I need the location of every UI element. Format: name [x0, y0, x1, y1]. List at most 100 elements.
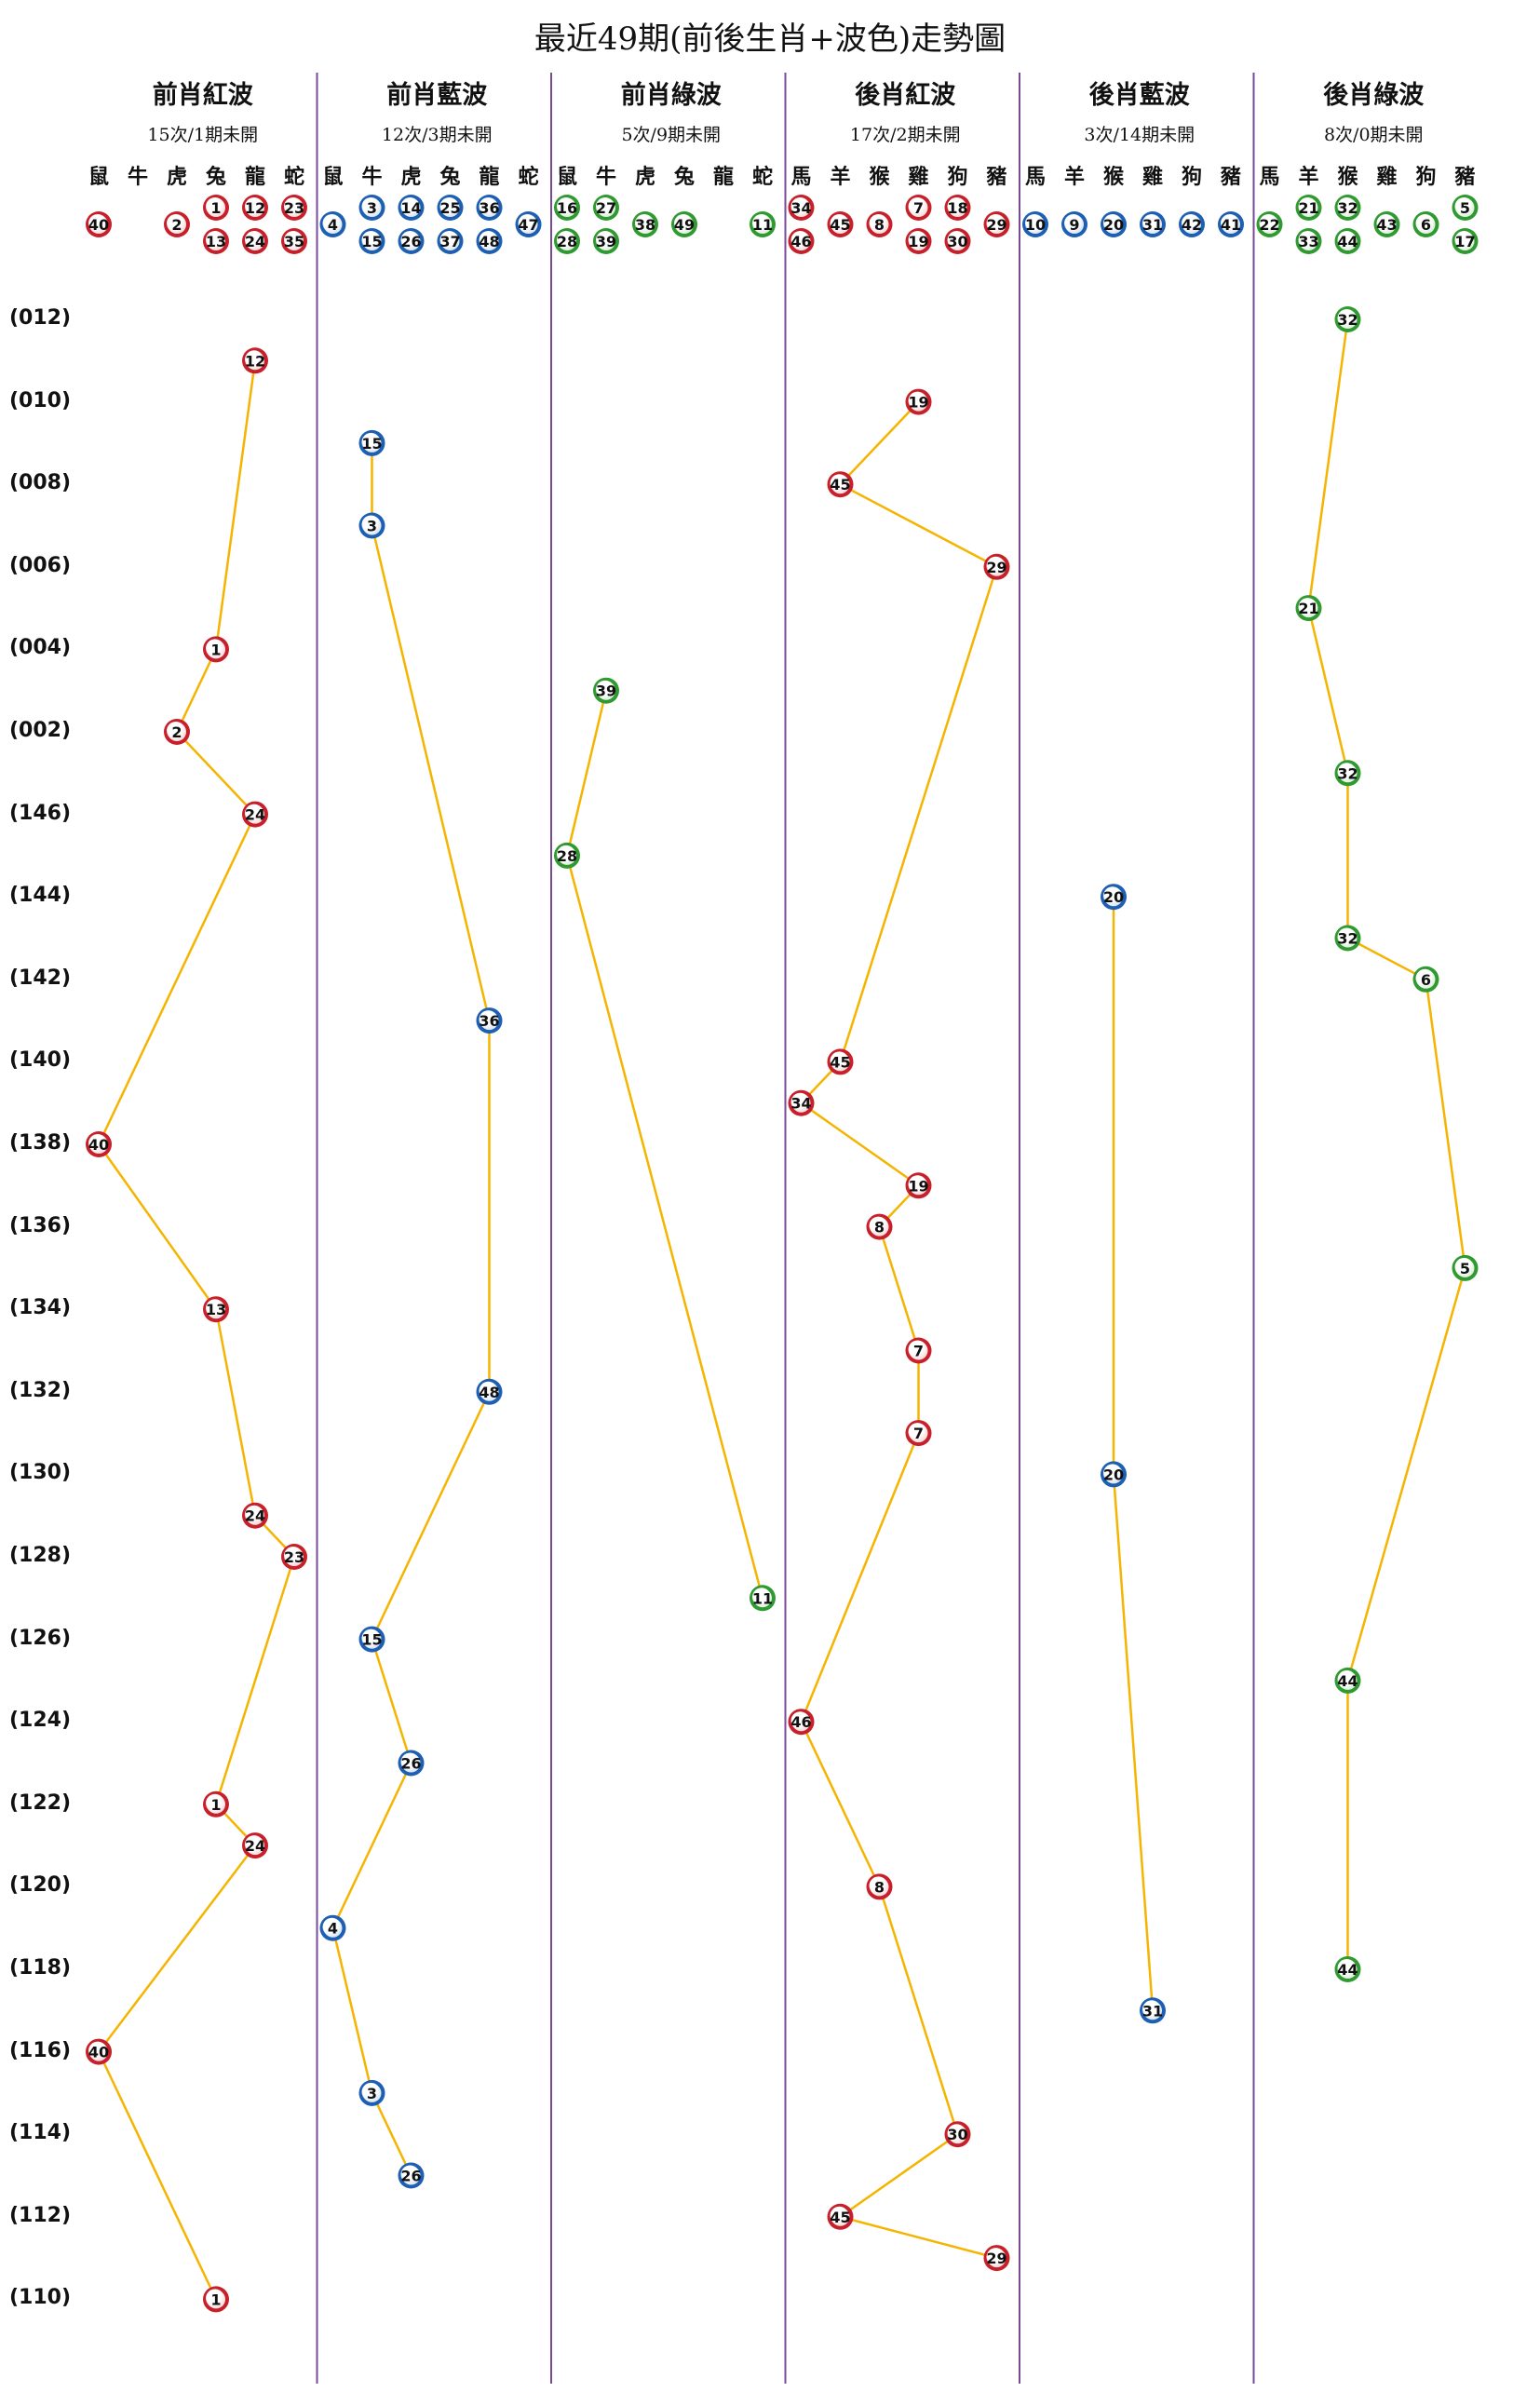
svg-text:40: 40 [88, 216, 109, 234]
period-label: (118) [9, 1956, 72, 1980]
svg-text:6: 6 [1421, 216, 1431, 234]
zodiac-label: 馬 [1259, 165, 1280, 189]
svg-text:1: 1 [210, 199, 221, 217]
header-number-ball: 18 [944, 195, 971, 221]
draw-point: 20 [1101, 884, 1127, 911]
section-title: 後肖藍波 [1088, 81, 1190, 110]
header-number-ball: 37 [437, 228, 464, 254]
header-number-ball: 17 [1452, 228, 1479, 254]
svg-text:8: 8 [874, 216, 885, 234]
svg-text:46: 46 [790, 233, 811, 250]
svg-text:7: 7 [913, 199, 924, 217]
header-number-ball: 49 [671, 211, 697, 237]
draw-point: 31 [1140, 1997, 1166, 2024]
draw-point: 7 [905, 1420, 932, 1447]
svg-text:32: 32 [1337, 764, 1358, 782]
draw-point: 32 [1334, 306, 1361, 332]
svg-text:23: 23 [284, 199, 304, 217]
header-number-ball: 2 [164, 211, 190, 237]
svg-text:36: 36 [479, 199, 499, 217]
zodiac-label: 猴 [1337, 165, 1358, 189]
header-number-ball: 27 [593, 195, 619, 221]
header-number-ball: 45 [827, 211, 854, 237]
header-number-ball: 29 [983, 211, 1010, 237]
svg-text:46: 46 [790, 1713, 811, 1731]
zodiac-label: 兔 [439, 165, 461, 189]
period-label: (004) [9, 636, 72, 660]
svg-text:8: 8 [874, 1878, 885, 1896]
draw-point: 29 [983, 553, 1010, 580]
zodiac-label: 羊 [830, 165, 851, 189]
zodiac-label: 蛇 [751, 165, 773, 189]
zodiac-label: 鼠 [322, 165, 344, 189]
svg-text:24: 24 [245, 1837, 265, 1855]
section-summary: 8次/0期未開 [1323, 125, 1424, 145]
header-number-ball: 10 [1022, 211, 1048, 237]
header-number-ball: 26 [398, 228, 425, 254]
zodiac-label: 雞 [1376, 165, 1398, 189]
period-label: (116) [9, 2038, 72, 2062]
draw-point: 40 [86, 2038, 112, 2065]
draw-point: 45 [827, 1048, 854, 1075]
svg-text:1: 1 [210, 641, 221, 658]
zodiac-label: 鼠 [556, 165, 577, 189]
header-number-ball: 42 [1179, 211, 1205, 237]
header-number-ball: 4 [319, 211, 346, 237]
svg-text:22: 22 [1259, 216, 1279, 234]
period-label: (008) [9, 471, 72, 495]
svg-text:5: 5 [1460, 199, 1470, 217]
svg-text:17: 17 [1454, 233, 1475, 250]
svg-text:6: 6 [1421, 971, 1431, 989]
svg-text:15: 15 [361, 233, 382, 250]
svg-text:23: 23 [284, 1548, 304, 1566]
header-number-ball: 30 [944, 228, 971, 254]
svg-text:3: 3 [367, 199, 377, 217]
zodiac-label: 狗 [947, 165, 968, 189]
svg-text:15: 15 [361, 1631, 382, 1649]
svg-text:34: 34 [790, 199, 811, 217]
header-number-ball: 43 [1373, 211, 1400, 237]
svg-text:34: 34 [790, 1095, 811, 1113]
draw-point: 8 [866, 1873, 893, 1900]
zodiac-label: 兔 [205, 165, 226, 189]
svg-text:33: 33 [1298, 233, 1318, 250]
zodiac-label: 羊 [1298, 165, 1319, 189]
svg-text:24: 24 [245, 806, 265, 824]
draw-point: 21 [1295, 595, 1322, 622]
svg-text:20: 20 [1103, 888, 1124, 906]
svg-text:45: 45 [830, 2209, 850, 2226]
header-number-ball: 40 [86, 211, 112, 237]
zodiac-label: 鼠 [88, 165, 109, 189]
svg-text:32: 32 [1337, 311, 1358, 329]
period-label: (130) [9, 1461, 72, 1485]
header-number-ball: 25 [437, 195, 464, 221]
draw-point: 26 [398, 1750, 425, 1777]
section-title: 後肖綠波 [1323, 81, 1425, 110]
svg-text:3: 3 [367, 518, 377, 535]
svg-text:20: 20 [1103, 1466, 1124, 1483]
draw-point: 39 [593, 677, 619, 704]
zodiac-label: 豬 [986, 165, 1007, 189]
section-summary: 15次/1期未開 [147, 125, 259, 145]
svg-text:28: 28 [557, 233, 577, 250]
draw-point: 24 [242, 801, 268, 828]
draw-point: 2 [164, 719, 190, 745]
header-number-ball: 38 [632, 211, 658, 237]
svg-text:36: 36 [479, 1012, 499, 1030]
svg-text:40: 40 [88, 1136, 109, 1154]
zodiac-label: 雞 [1141, 165, 1163, 189]
draw-point: 34 [788, 1089, 815, 1116]
period-label: (144) [9, 884, 72, 908]
header-number-ball: 48 [476, 228, 503, 254]
draw-point: 36 [476, 1007, 503, 1034]
svg-text:44: 44 [1337, 1961, 1358, 1979]
section-summary: 12次/3期未開 [381, 125, 493, 145]
svg-text:24: 24 [245, 233, 265, 250]
header-number-ball: 31 [1140, 211, 1166, 237]
draw-point: 19 [905, 1172, 932, 1199]
period-label: (132) [9, 1378, 72, 1402]
period-label: (140) [9, 1048, 72, 1073]
zodiac-label: 牛 [127, 165, 148, 189]
svg-text:30: 30 [947, 2126, 967, 2143]
header-number-ball: 13 [203, 228, 229, 254]
